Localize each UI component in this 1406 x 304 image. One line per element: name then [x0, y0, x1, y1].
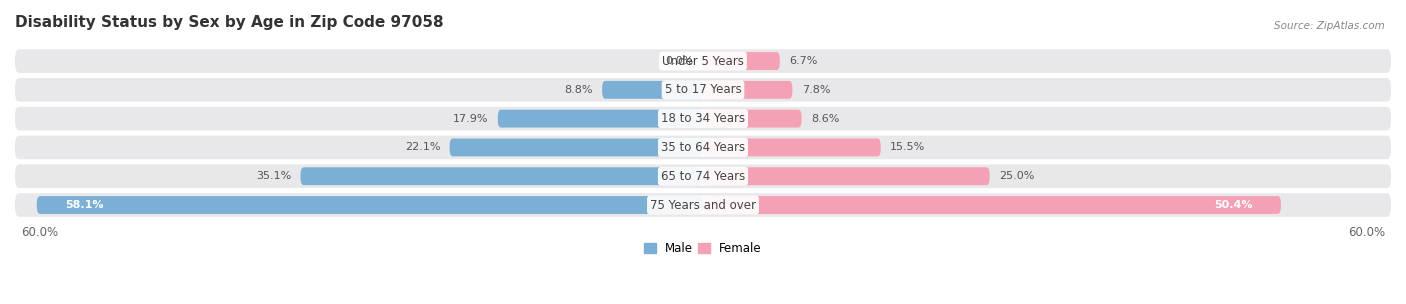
Text: 50.4%: 50.4%: [1213, 200, 1253, 210]
Text: 35 to 64 Years: 35 to 64 Years: [661, 141, 745, 154]
FancyBboxPatch shape: [15, 78, 1391, 102]
FancyBboxPatch shape: [450, 139, 703, 156]
Text: 58.1%: 58.1%: [66, 200, 104, 210]
FancyBboxPatch shape: [15, 164, 1391, 188]
FancyBboxPatch shape: [703, 81, 793, 99]
Text: 5 to 17 Years: 5 to 17 Years: [665, 83, 741, 96]
FancyBboxPatch shape: [703, 167, 990, 185]
Text: 8.8%: 8.8%: [564, 85, 593, 95]
Text: Disability Status by Sex by Age in Zip Code 97058: Disability Status by Sex by Age in Zip C…: [15, 15, 444, 30]
FancyBboxPatch shape: [703, 52, 780, 70]
Text: 65 to 74 Years: 65 to 74 Years: [661, 170, 745, 183]
Text: 6.7%: 6.7%: [789, 56, 817, 66]
FancyBboxPatch shape: [703, 139, 880, 156]
FancyBboxPatch shape: [37, 196, 703, 214]
FancyBboxPatch shape: [15, 107, 1391, 130]
Text: 35.1%: 35.1%: [256, 171, 291, 181]
Legend: Male, Female: Male, Female: [640, 237, 766, 260]
FancyBboxPatch shape: [602, 81, 703, 99]
Text: 8.6%: 8.6%: [811, 114, 839, 124]
Text: 7.8%: 7.8%: [801, 85, 830, 95]
Text: Under 5 Years: Under 5 Years: [662, 54, 744, 67]
FancyBboxPatch shape: [15, 136, 1391, 159]
Text: Source: ZipAtlas.com: Source: ZipAtlas.com: [1274, 21, 1385, 31]
Text: 60.0%: 60.0%: [1348, 226, 1385, 239]
Text: 22.1%: 22.1%: [405, 142, 440, 152]
Text: 18 to 34 Years: 18 to 34 Years: [661, 112, 745, 125]
FancyBboxPatch shape: [301, 167, 703, 185]
Text: 75 Years and over: 75 Years and over: [650, 199, 756, 212]
Text: 60.0%: 60.0%: [21, 226, 58, 239]
FancyBboxPatch shape: [15, 49, 1391, 73]
FancyBboxPatch shape: [703, 110, 801, 128]
Text: 15.5%: 15.5%: [890, 142, 925, 152]
Text: 0.0%: 0.0%: [665, 56, 693, 66]
FancyBboxPatch shape: [498, 110, 703, 128]
Text: 17.9%: 17.9%: [453, 114, 488, 124]
FancyBboxPatch shape: [703, 196, 1281, 214]
Text: 25.0%: 25.0%: [998, 171, 1035, 181]
FancyBboxPatch shape: [15, 193, 1391, 217]
